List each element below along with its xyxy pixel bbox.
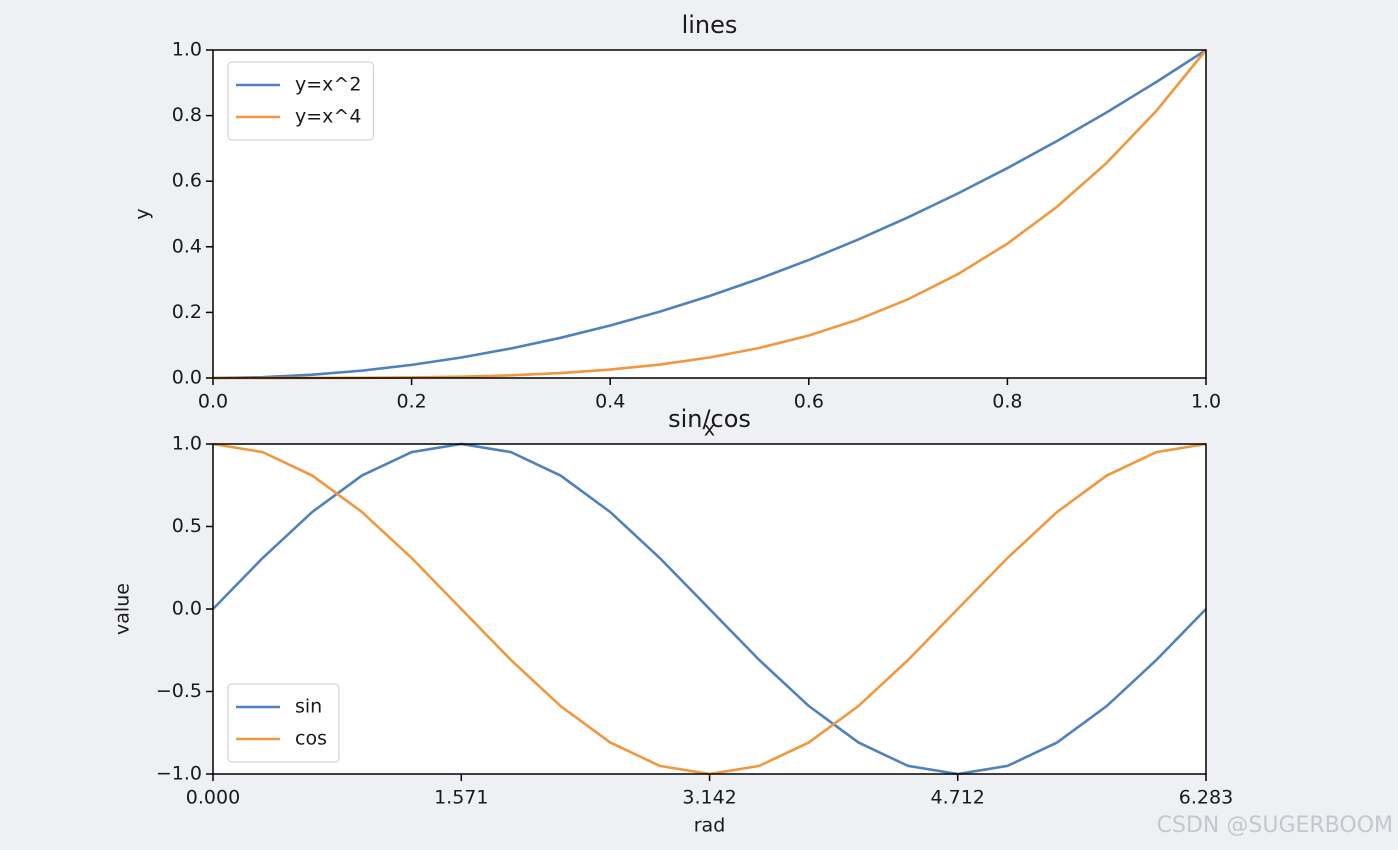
line-series: [212, 442, 1207, 776]
line-series: [212, 48, 1207, 380]
x-tick-label: 4.712: [931, 787, 985, 809]
legend-box: [227, 61, 374, 141]
y-tick-label: 0.4: [172, 235, 202, 257]
watermark: CSDN @SUGERBOOM: [1157, 813, 1393, 838]
y-tick-label: 1.0: [172, 433, 202, 455]
x-tick-label: 0.2: [396, 391, 426, 413]
y-tick-label: −0.5: [156, 680, 202, 702]
x-tick-label: 1.0: [1191, 391, 1221, 413]
x-tick-label: 0.000: [186, 787, 240, 809]
y-axis-label: value: [112, 583, 134, 635]
x-tick-label: 1.571: [434, 787, 488, 809]
x-tick-label: 0.4: [595, 391, 625, 413]
y-tick-label: 0.8: [172, 104, 202, 126]
x-tick-label: 0.6: [794, 391, 824, 413]
legend: y=x^2 y=x^4: [227, 61, 374, 141]
chart-title: sin/cos: [668, 405, 751, 433]
x-axis-label: rad: [694, 815, 726, 837]
x-axis-label: x: [704, 419, 715, 441]
chart-title: lines: [682, 11, 738, 39]
legend-box: [227, 683, 340, 763]
y-tick-label: 0.6: [172, 170, 202, 192]
y-tick-label: −1.0: [156, 763, 202, 785]
x-tick-label: 6.283: [1179, 787, 1233, 809]
y-tick-label: 1.0: [172, 39, 202, 61]
legend-label: sin: [295, 696, 322, 718]
frame: [212, 443, 1207, 775]
x-tick-label: 0.8: [992, 391, 1022, 413]
legend-label: y=x^2: [295, 74, 361, 96]
x-tick-label: 3.142: [682, 787, 736, 809]
legend-label: cos: [295, 728, 327, 750]
frame: [212, 49, 1207, 379]
y-tick-label: 0.2: [172, 301, 202, 323]
legend-label: y=x^4: [295, 106, 361, 128]
plot-area: [213, 50, 1206, 378]
y-tick-label: 0.0: [172, 598, 202, 620]
x-tick-label: 0.0: [198, 391, 228, 413]
y-axis-label: y: [132, 208, 154, 219]
y-tick-label: 0.0: [172, 367, 202, 389]
y-tick-label: 0.5: [172, 515, 202, 537]
legend: sin cos: [227, 683, 340, 763]
